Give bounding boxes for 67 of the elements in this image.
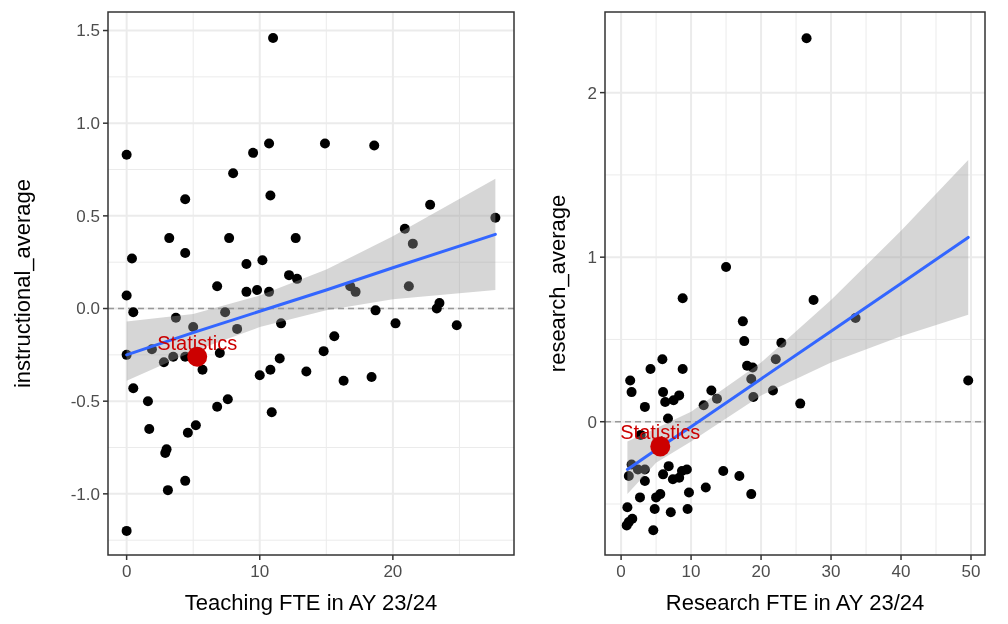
point: [639, 475, 650, 486]
point: [737, 316, 748, 327]
point: [808, 294, 819, 305]
y-tick-label: -0.5: [70, 392, 100, 412]
y-tick-label: 1: [587, 248, 597, 268]
point: [626, 387, 637, 398]
point: [711, 393, 722, 404]
x-axis-title: Research FTE in AY 23/24: [665, 590, 925, 615]
x-tick-label: 0: [121, 562, 132, 581]
point: [801, 33, 812, 44]
point: [683, 487, 694, 498]
point: [700, 482, 711, 493]
point: [746, 489, 757, 500]
point: [651, 492, 662, 503]
point: [665, 507, 676, 518]
point: [668, 395, 679, 406]
point: [662, 413, 673, 424]
y-tick-label: 0: [587, 412, 597, 432]
y-axis-title: instructional_average: [10, 178, 35, 389]
point: [660, 396, 671, 407]
y-tick-label: 1.5: [76, 21, 100, 41]
y-axis-title: research_average: [545, 194, 570, 373]
point: [746, 373, 757, 384]
point: [657, 354, 668, 365]
point: [663, 461, 674, 472]
point: [770, 354, 781, 365]
point: [795, 398, 806, 409]
y-tick-label: 2: [587, 83, 597, 103]
point: [698, 400, 709, 411]
point: [649, 503, 660, 514]
point: [734, 471, 745, 482]
point: [963, 375, 974, 386]
x-tick-label: 50: [961, 562, 981, 581]
point: [677, 364, 688, 375]
x-tick-label: 30: [821, 562, 841, 581]
point: [639, 401, 650, 412]
point: [623, 471, 634, 482]
point: [677, 293, 688, 304]
point: [658, 469, 669, 480]
x-tick-label: 10: [250, 562, 270, 581]
point: [776, 337, 787, 348]
x-tick-label: 20: [751, 562, 771, 581]
point: [767, 385, 778, 396]
y-tick-label: 0.5: [76, 206, 100, 226]
point: [658, 387, 669, 398]
point: [648, 525, 659, 536]
y-tick-label: 1.0: [76, 114, 100, 134]
y-tick-label: -1.0: [70, 484, 100, 504]
x-tick-label: 40: [891, 562, 911, 581]
x-tick-label: 20: [383, 562, 403, 581]
point: [739, 336, 750, 347]
point: [706, 385, 717, 396]
point: [682, 503, 693, 514]
x-tick-label: 10: [681, 562, 701, 581]
point: [634, 492, 645, 503]
point: [718, 466, 729, 477]
point: [622, 502, 633, 513]
y-tick-label: 0.0: [76, 299, 100, 319]
x-axis-title: Teaching FTE in AY 23/24: [184, 590, 438, 615]
point: [676, 466, 687, 477]
point: [625, 375, 636, 386]
point: [747, 362, 758, 373]
point: [645, 364, 656, 375]
point: [632, 464, 643, 475]
x-tick-label: 0: [616, 562, 626, 581]
point: [721, 262, 732, 273]
point: [748, 392, 759, 403]
